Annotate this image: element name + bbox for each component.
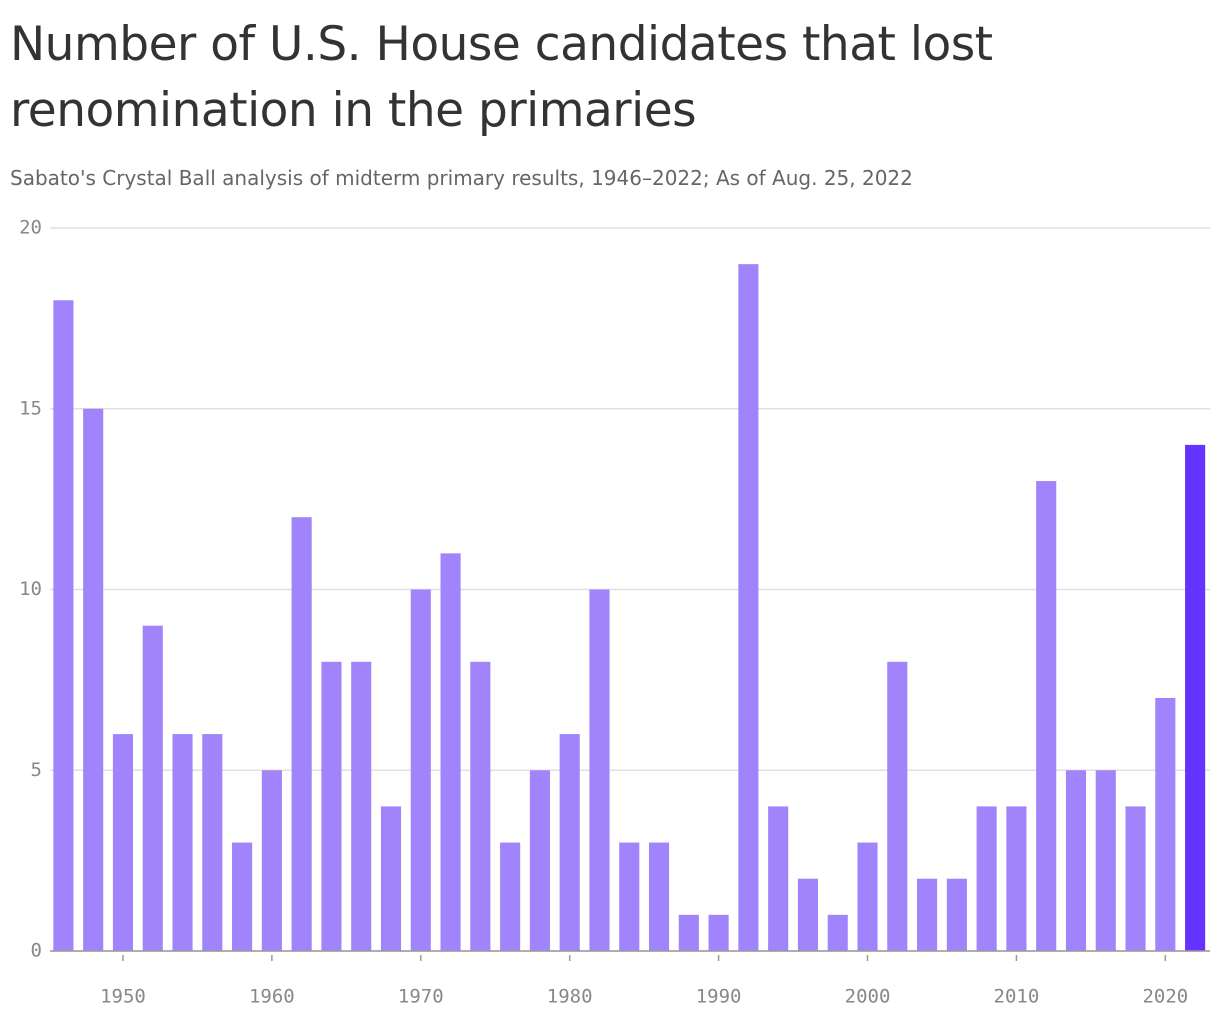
x-tick-label: 1970	[398, 986, 444, 1008]
y-tick-label: 20	[19, 217, 42, 239]
bar	[1065, 770, 1087, 951]
bar	[589, 589, 610, 951]
bar	[857, 842, 878, 951]
bar	[917, 878, 938, 951]
chart-subtitle: Sabato's Crystal Ball analysis of midter…	[10, 166, 913, 190]
x-tick-label: 1950	[100, 986, 146, 1008]
bar	[500, 842, 521, 951]
bar	[1036, 481, 1057, 951]
bar	[1006, 806, 1027, 951]
bar	[887, 661, 908, 951]
bar	[232, 842, 253, 951]
x-tick-label: 2000	[845, 986, 891, 1008]
bar	[1155, 697, 1176, 951]
bar	[648, 842, 670, 951]
bar	[708, 914, 729, 951]
x-tick-label: 2020	[1142, 986, 1188, 1008]
x-tick-label: 1990	[696, 986, 742, 1008]
bar	[619, 842, 640, 951]
bar	[202, 734, 223, 951]
bar	[440, 553, 461, 951]
bar	[1095, 770, 1116, 951]
chart-title: Number of U.S. House candidates that los…	[10, 17, 993, 138]
x-tick-label: 1960	[249, 986, 295, 1008]
y-tick-label: 10	[19, 578, 42, 600]
bar	[321, 661, 342, 951]
bar	[827, 914, 848, 951]
bar	[351, 661, 372, 951]
bar	[738, 264, 759, 951]
bar	[470, 661, 491, 951]
bar	[53, 300, 74, 951]
bar	[112, 734, 134, 951]
bar	[768, 806, 789, 951]
bar	[529, 770, 550, 951]
y-tick-label: 15	[19, 397, 42, 419]
bar	[797, 878, 818, 951]
bar	[1125, 806, 1146, 951]
bar	[83, 408, 104, 951]
bar	[291, 517, 312, 951]
y-tick-label: 5	[31, 759, 42, 781]
x-tick-label: 1980	[547, 986, 593, 1008]
bar	[1185, 444, 1206, 951]
bar	[142, 625, 163, 951]
bar	[559, 734, 580, 951]
y-tick-label: 0	[31, 940, 42, 962]
bar	[261, 770, 282, 951]
bar	[410, 589, 431, 951]
bar	[946, 878, 967, 951]
bar	[678, 914, 699, 951]
bar	[976, 806, 997, 951]
bar	[380, 806, 402, 951]
bar	[172, 734, 193, 951]
x-tick-label: 2010	[994, 986, 1040, 1008]
